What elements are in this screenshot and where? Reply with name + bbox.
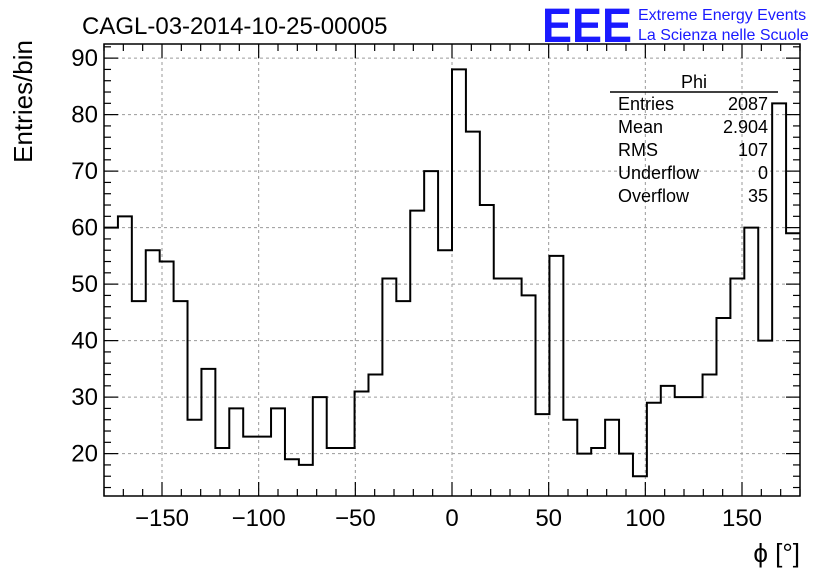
histogram-bin	[299, 465, 313, 496]
histogram-bin	[160, 262, 174, 496]
stats-value-mean: 2.904	[723, 117, 768, 137]
y-tick-label: 50	[71, 271, 98, 298]
histogram-bin	[382, 278, 396, 496]
histogram-bin	[480, 205, 494, 496]
y-tick-label: 30	[71, 384, 98, 411]
histogram-bin	[772, 103, 786, 496]
stats-label-underflow: Underflow	[618, 163, 700, 183]
histogram-bin	[104, 228, 118, 496]
stats-value-underflow: 0	[758, 163, 768, 183]
y-tick-label: 70	[71, 158, 98, 185]
histogram-bin	[132, 301, 146, 496]
stats-value-entries: 2087	[728, 94, 768, 114]
y-tick-label: 90	[71, 45, 98, 72]
histogram-bin	[410, 211, 424, 496]
y-tick-label: 20	[71, 441, 98, 468]
histogram-bin	[647, 403, 661, 496]
x-tick-label: −50	[335, 505, 376, 532]
histogram-bin	[229, 408, 243, 496]
histogram-bin	[396, 301, 410, 496]
histogram-bin	[466, 132, 480, 496]
x-tick-label: −100	[232, 505, 286, 532]
histogram-bin	[689, 397, 703, 496]
histogram-bin	[577, 454, 591, 496]
histogram-bin	[313, 397, 327, 496]
histogram-bin	[271, 408, 285, 496]
histogram-bin	[703, 375, 717, 496]
stats-label-rms: RMS	[618, 140, 658, 160]
histogram-bin	[522, 295, 536, 496]
histogram-bin	[327, 448, 341, 496]
x-tick-label: −150	[135, 505, 189, 532]
histogram-series	[104, 68, 800, 496]
histogram-bin	[355, 391, 369, 496]
axis-ticks	[103, 44, 801, 496]
chart-title: CAGL-03-2014-10-25-00005	[82, 13, 388, 40]
histogram-bin	[549, 256, 563, 496]
histogram-bin	[174, 301, 188, 496]
histogram-bin	[438, 250, 452, 496]
histogram-bin	[201, 369, 215, 496]
eee-logo-mark: EEE	[542, 0, 632, 53]
eee-logo: EEE Extreme Energy Events La Scienza nel…	[542, 0, 809, 53]
stats-title: Phi	[681, 72, 707, 92]
histogram-bin	[591, 448, 605, 496]
histogram-line	[104, 68, 800, 478]
x-tick-label: 100	[625, 505, 665, 532]
histogram-bin	[605, 420, 619, 496]
histogram-bin	[146, 250, 160, 496]
y-tick-label: 40	[71, 328, 98, 355]
y-tick-label: 60	[71, 215, 98, 242]
histogram-bin	[118, 216, 132, 496]
histogram-bin	[368, 375, 382, 496]
histogram-bin	[494, 278, 508, 496]
histogram-bin	[716, 318, 730, 496]
eee-logo-line1: Extreme Energy Events	[638, 7, 806, 24]
histogram-bin	[452, 69, 466, 496]
histogram-bin	[215, 448, 229, 496]
histogram-bin	[536, 414, 550, 496]
y-axis-label: Entries/bin	[8, 40, 38, 163]
stats-value-rms: 107	[738, 140, 768, 160]
histogram-bin	[243, 437, 257, 496]
histogram-bin	[744, 228, 758, 496]
histogram-bin	[675, 397, 689, 496]
histogram-bin	[758, 341, 772, 496]
histogram-bin	[508, 278, 522, 496]
histogram-bin	[730, 278, 744, 496]
x-tick-label: 150	[722, 505, 762, 532]
stats-box: Phi Entries 2087 Mean 2.904 RMS 107 Unde…	[610, 72, 778, 206]
histogram-bin	[424, 171, 438, 496]
histogram-bin	[188, 420, 202, 496]
histogram-bin	[341, 448, 355, 496]
stats-label-overflow: Overflow	[618, 186, 690, 206]
histogram-bin	[563, 420, 577, 496]
stats-value-overflow: 35	[748, 186, 768, 206]
stats-label-entries: Entries	[618, 94, 674, 114]
y-tick-label: 80	[71, 102, 98, 129]
stats-label-mean: Mean	[618, 117, 663, 137]
x-axis-label: ϕ [°]	[753, 538, 800, 568]
eee-logo-line2: La Scienza nelle Scuole	[638, 27, 809, 44]
histogram-bin	[661, 386, 675, 496]
x-tick-label: 50	[535, 505, 562, 532]
tick-labels: −150 −100 −50 0 50 100 150 20 30 40 50 60 70 80 90	[71, 45, 762, 532]
x-tick-label: 0	[445, 505, 458, 532]
